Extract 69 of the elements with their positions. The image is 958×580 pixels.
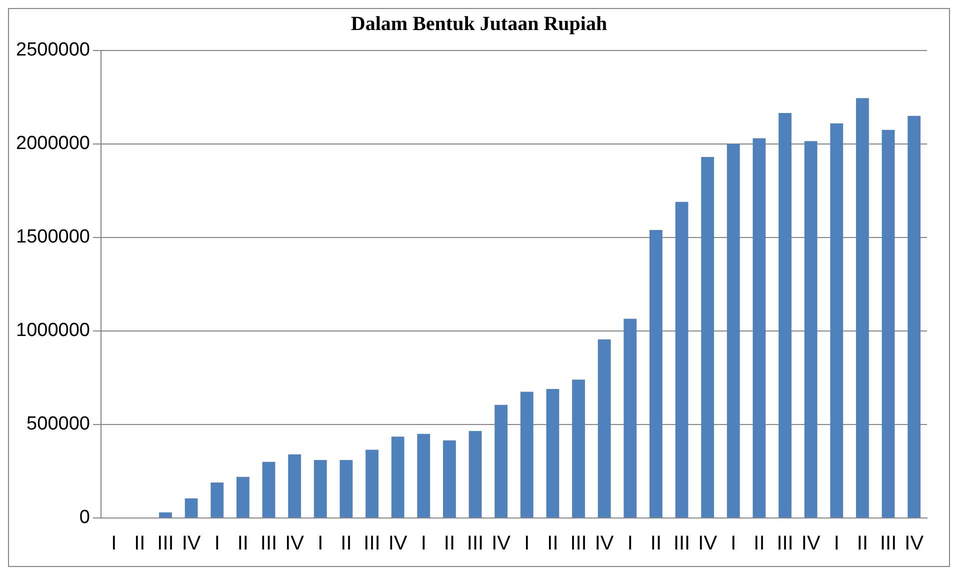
bar	[546, 388, 560, 518]
x-tick-label: III	[466, 532, 484, 555]
x-tick-label: IV	[801, 532, 821, 555]
bar	[494, 404, 508, 518]
y-tick-label: 2000000	[16, 133, 90, 154]
bar	[314, 460, 327, 518]
x-tick-label: I	[524, 532, 530, 555]
bar	[520, 392, 534, 518]
x-tick-label: II	[547, 532, 558, 555]
bar	[210, 482, 224, 518]
chart-title: Dalam Bentuk Jutaan Rupiah	[350, 13, 608, 36]
bar	[650, 230, 662, 518]
bar	[366, 450, 378, 518]
y-tick-label: 1500000	[16, 226, 90, 248]
x-tick-label: I	[834, 532, 840, 555]
x-tick-label: IV	[594, 532, 614, 555]
y-tick-label: 500000	[26, 414, 90, 435]
y-tick-label: 1000000	[16, 320, 90, 342]
x-tick-label: IV	[285, 532, 305, 555]
x-tick-label: III	[260, 532, 278, 555]
bar	[830, 123, 844, 518]
x-tick-label: I	[111, 532, 117, 555]
x-tick-label: IV	[904, 532, 924, 555]
bar	[391, 436, 404, 518]
x-tick-label: III	[157, 532, 174, 555]
x-tick-label: II	[340, 532, 352, 555]
x-tick-label: III	[570, 532, 587, 555]
x-tick-label: I	[627, 532, 633, 555]
y-tick-label: 0	[79, 507, 90, 528]
x-tick-label: IV	[182, 532, 202, 555]
bar	[340, 460, 353, 518]
x-tick-label: II	[856, 532, 868, 555]
x-tick-label: IV	[698, 532, 718, 555]
bar	[726, 144, 740, 518]
bar	[572, 380, 585, 518]
x-tick-label: II	[134, 532, 146, 555]
bar	[624, 318, 637, 518]
x-tick-label: II	[754, 532, 765, 555]
x-tick-label: IV	[492, 532, 512, 555]
x-tick-label: I	[420, 532, 426, 555]
x-tick-label: I	[214, 532, 220, 555]
bar	[184, 498, 198, 518]
bar	[778, 113, 792, 518]
bar	[701, 157, 714, 518]
bar	[804, 141, 818, 518]
x-tick-label: II	[444, 532, 456, 555]
bar	[675, 202, 688, 518]
bar	[882, 130, 895, 518]
x-tick-label: III	[673, 532, 690, 555]
bar	[442, 440, 456, 518]
bar	[262, 462, 276, 518]
bar	[598, 339, 611, 518]
x-tick-label: II	[650, 532, 662, 555]
x-tick-label: III	[364, 532, 380, 555]
bar	[908, 116, 921, 518]
x-tick-label: I	[318, 532, 324, 555]
x-tick-label: I	[730, 532, 736, 555]
bar	[417, 434, 430, 518]
bar	[752, 138, 766, 518]
x-tick-label: III	[880, 532, 897, 555]
bar	[236, 476, 250, 518]
x-tick-label: II	[237, 532, 249, 555]
bar	[468, 431, 482, 518]
x-tick-label: IV	[388, 532, 408, 555]
bar	[159, 512, 172, 518]
x-tick-label: III	[776, 532, 794, 555]
bar	[288, 454, 302, 518]
y-tick-label: 2500000	[16, 40, 90, 61]
bar	[856, 98, 869, 518]
